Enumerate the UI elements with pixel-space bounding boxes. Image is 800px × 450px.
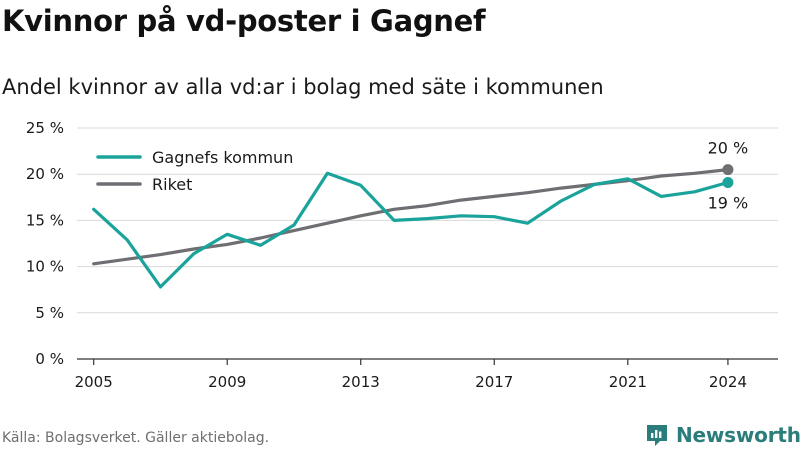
legend: Gagnefs kommun Riket	[96, 148, 293, 194]
end-label-kommun: 19 %	[708, 194, 749, 213]
y-tick-label: 10 %	[26, 258, 64, 276]
end-label-riket: 20 %	[708, 139, 749, 158]
x-tick-label: 2013	[342, 373, 380, 391]
gridlines	[77, 127, 778, 314]
source-note: Källa: Bolagsverket. Gäller aktiebolag.	[2, 430, 270, 446]
legend-label-kommun: Gagnefs kommun	[152, 148, 293, 167]
x-tick-label: 2021	[609, 373, 647, 391]
y-tick-label: 25 %	[26, 119, 64, 137]
x-tick-label: 2017	[475, 373, 513, 391]
data-series	[92, 164, 734, 289]
chart-title: Kvinnor på vd-poster i Gagnef	[2, 4, 486, 38]
chart-subtitle: Andel kvinnor av alla vd:ar i bolag med …	[2, 75, 604, 99]
end-point-riket	[722, 164, 734, 176]
axes: 0 % 5 % 10 % 15 % 20 % 25 % 2005 2009 2013 2017 20…	[26, 119, 778, 391]
legend-label-riket: Riket	[152, 175, 192, 194]
y-tick-label: 15 %	[26, 211, 64, 229]
x-tick-label: 2024	[709, 373, 747, 391]
line-chart: 0 % 5 % 10 % 15 % 20 % 25 % 2005 2009 2013 2017 20…	[26, 119, 778, 391]
end-point-kommun	[722, 177, 734, 189]
y-tick-label: 5 %	[35, 304, 64, 322]
newsworthy-logo-icon	[647, 425, 667, 446]
end-annotations: 20 % 19 %	[708, 139, 749, 213]
x-tick-label: 2009	[208, 373, 246, 391]
brand-name: Newsworthy	[676, 423, 800, 447]
y-tick-label: 0 %	[35, 350, 64, 368]
brand-logo[interactable]: Newsworthy	[644, 420, 800, 450]
x-tick-label: 2005	[75, 373, 113, 391]
series-line-kommun	[92, 171, 730, 289]
y-tick-label: 20 %	[26, 165, 64, 183]
